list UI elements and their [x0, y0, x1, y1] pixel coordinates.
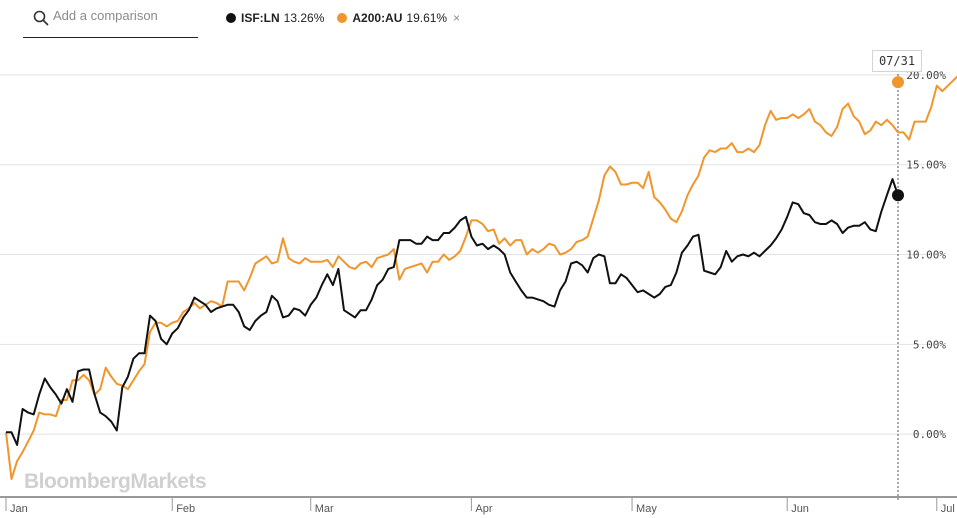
- legend-ticker: ISF:LN: [241, 11, 280, 25]
- chart-grid: [0, 74, 930, 435]
- search-icon: [33, 10, 49, 26]
- legend-item-isf: ISF:LN 13.26%: [226, 11, 324, 25]
- legend-ticker: A200:AU: [352, 11, 403, 25]
- legend-dot-isf: [226, 13, 236, 23]
- y-tick-label: 10.00%: [906, 249, 946, 262]
- series-lines: [5, 75, 957, 480]
- series-line-a200au: [5, 75, 957, 480]
- x-tick-label: Mar: [315, 503, 334, 515]
- x-tick-label: Feb: [176, 503, 195, 515]
- date-badge: 07/31: [872, 50, 922, 72]
- x-tick-label: Jan: [10, 503, 28, 515]
- bloomberg-watermark: BloombergMarkets: [24, 470, 207, 493]
- y-tick-label: 15.00%: [906, 159, 946, 172]
- close-icon[interactable]: ×: [453, 11, 461, 25]
- end-marker-a200au: [892, 76, 904, 89]
- x-axis: Jan Feb Mar Apr May Jun Jul: [0, 496, 957, 515]
- legend: ISF:LN 13.26% A200:AU 19.61% ×: [226, 11, 473, 25]
- comparison-search[interactable]: [23, 2, 198, 38]
- chart-toolbar: ISF:LN 13.26% A200:AU 19.61% ×: [0, 0, 957, 40]
- series-end-markers: [892, 76, 904, 202]
- y-tick-label: 20.00%: [906, 69, 946, 82]
- x-tick-label: May: [636, 503, 657, 515]
- x-tick-label: Jul: [941, 503, 955, 515]
- series-line-isfln: [6, 178, 899, 446]
- legend-value: 19.61%: [406, 11, 448, 25]
- legend-value: 13.26%: [283, 11, 325, 25]
- x-tick-label: Jun: [791, 503, 809, 515]
- y-axis: 0.00% 5.00% 10.00% 15.00% 20.00%: [906, 69, 946, 441]
- y-tick-label: 5.00%: [913, 338, 946, 351]
- search-input[interactable]: [53, 8, 193, 23]
- legend-item-a200: A200:AU 19.61% ×: [337, 11, 460, 25]
- y-tick-label: 0.00%: [913, 428, 946, 441]
- x-tick-label: Apr: [475, 503, 492, 515]
- legend-dot-a200: [337, 13, 348, 23]
- end-marker-isfln: [892, 189, 904, 202]
